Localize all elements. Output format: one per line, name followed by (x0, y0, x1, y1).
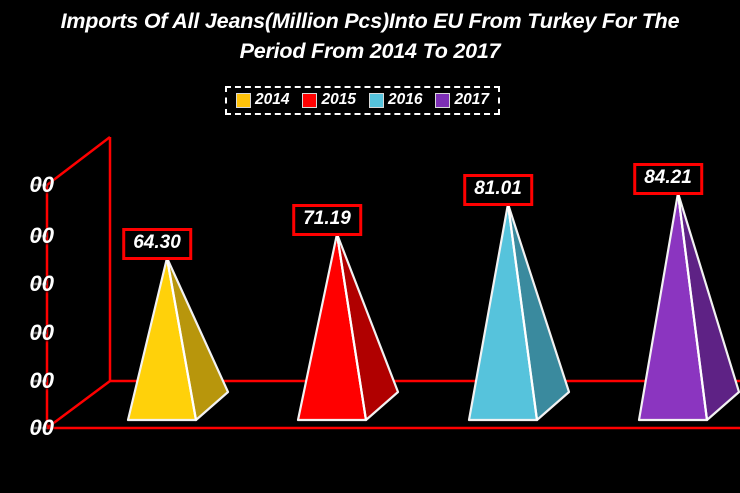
bar-2014 (126, 256, 230, 422)
y-axis-tick-label: 00 (29, 172, 54, 197)
legend-item-2017[interactable]: 2017 (435, 91, 489, 109)
y-axis-tick-label: 00 (29, 415, 54, 440)
y-axis-tick-label: 00 (29, 368, 54, 393)
data-label-2015: 71.19 (292, 204, 362, 236)
legend-swatch-icon (368, 92, 384, 108)
y-axis-tick-label: 00 (29, 271, 54, 296)
data-label-2014: 64.30 (122, 228, 192, 260)
plot-area: 00 00 00 00 00 00 64.30 71.19 81.01 84.2… (0, 130, 740, 493)
legend-label: 2014 (255, 91, 290, 108)
bar-2017 (637, 191, 740, 422)
chart-legend: 2014 2015 2016 2017 (225, 86, 500, 115)
legend-label: 2016 (387, 91, 423, 108)
bar-2016 (467, 202, 571, 422)
legend-item-2015[interactable]: 2015 (302, 91, 356, 109)
legend-item-2016[interactable]: 2016 (368, 91, 423, 109)
chart-title: Imports Of All Jeans(Million Pcs)Into EU… (0, 6, 740, 66)
legend-swatch-icon (236, 92, 251, 108)
legend-item-2014[interactable]: 2014 (236, 91, 289, 109)
legend-swatch-icon (302, 92, 318, 108)
legend-label: 2015 (321, 91, 356, 108)
legend-swatch-icon (435, 92, 451, 108)
data-label-2017: 84.21 (633, 163, 703, 195)
bar-2015 (296, 232, 400, 422)
chart-title-line-1: Imports Of All Jeans(Million Pcs)Into EU… (60, 9, 680, 33)
y-axis-tick-label: 00 (29, 223, 54, 248)
data-label-2016: 81.01 (463, 174, 533, 206)
y-axis-tick-label: 00 (29, 320, 54, 345)
legend-label: 2017 (454, 91, 489, 108)
chart-title-line-2: Period From 2014 To 2017 (239, 39, 501, 63)
axis-frame (33, 136, 740, 430)
